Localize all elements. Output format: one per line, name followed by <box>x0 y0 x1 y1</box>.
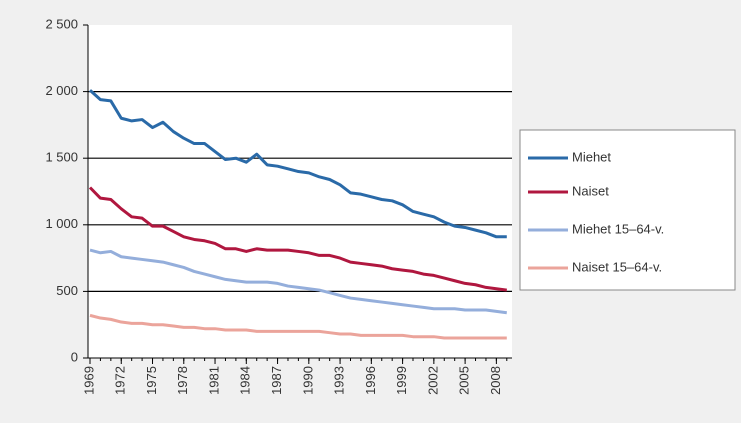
x-tick-label: 1999 <box>394 366 409 395</box>
x-tick-label: 1993 <box>332 366 347 395</box>
series-line <box>88 186 507 292</box>
series-line <box>89 248 507 315</box>
x-tick-label: 1972 <box>113 366 128 395</box>
x-tick-label: 1987 <box>269 366 284 395</box>
y-tick-label: 1 000 <box>45 216 78 231</box>
x-tick-label: 1990 <box>300 366 315 395</box>
legend-label: Miehet 15–64-v. <box>572 221 664 236</box>
x-tick-label: 1978 <box>175 366 190 395</box>
legend-label: Naiset 15–64-v. <box>572 259 662 274</box>
y-tick-label: 2 000 <box>45 83 78 98</box>
legend-label: Miehet <box>572 149 611 164</box>
y-tick-label: 500 <box>56 283 78 298</box>
x-tick-label: 1981 <box>206 366 221 395</box>
series-line <box>88 89 507 239</box>
x-tick-label: 2002 <box>425 366 440 395</box>
x-tick-label: 1984 <box>238 366 253 395</box>
y-tick-label: 2 500 <box>45 16 78 31</box>
y-tick-label: 0 <box>71 349 78 364</box>
x-tick-label: 1975 <box>144 366 159 395</box>
x-tick-label: 2005 <box>457 366 472 395</box>
plot-area <box>88 25 512 358</box>
y-tick-label: 1 500 <box>45 150 78 165</box>
series-line <box>89 313 507 340</box>
x-tick-label: 2008 <box>488 366 503 395</box>
x-tick-label: 1969 <box>81 366 96 395</box>
legend-label: Naiset <box>572 183 609 198</box>
x-tick-label: 1996 <box>363 366 378 395</box>
